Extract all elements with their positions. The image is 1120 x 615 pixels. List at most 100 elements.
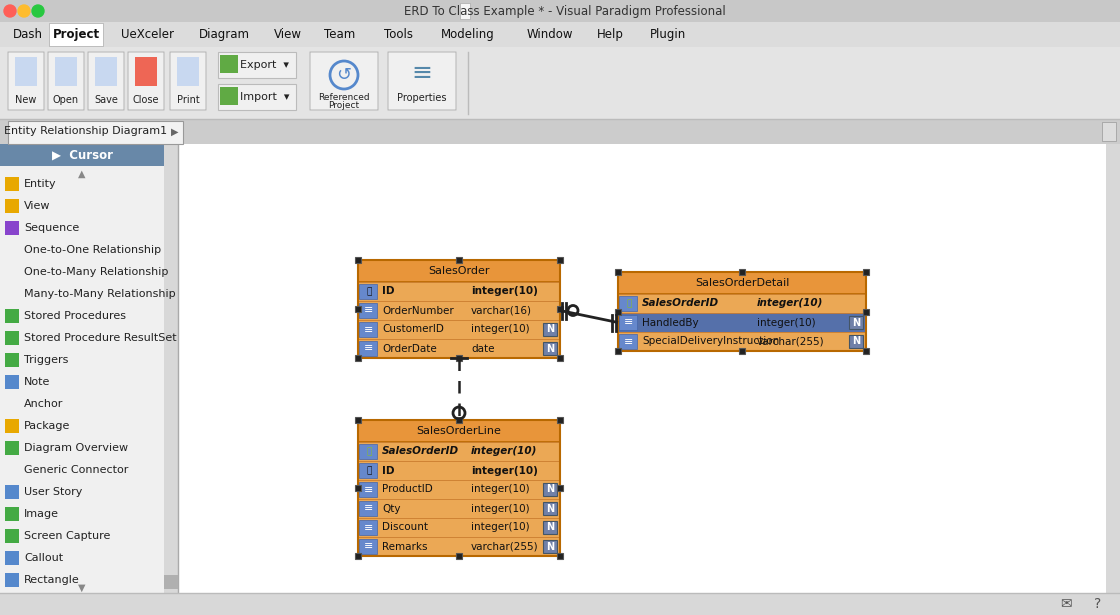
Text: User Story: User Story [24,487,83,497]
Text: varchar(16): varchar(16) [472,306,532,315]
Text: CustomerID: CustomerID [382,325,444,335]
FancyBboxPatch shape [0,22,1120,47]
Text: Print: Print [177,95,199,105]
FancyBboxPatch shape [170,52,206,110]
FancyBboxPatch shape [864,309,869,314]
Text: 🗝: 🗝 [626,299,632,308]
Text: N: N [545,485,554,494]
FancyBboxPatch shape [88,52,124,110]
FancyBboxPatch shape [360,322,377,337]
FancyBboxPatch shape [220,87,237,105]
Text: Stored Procedures: Stored Procedures [24,311,125,321]
FancyBboxPatch shape [739,269,745,275]
Text: Team: Team [325,28,356,41]
FancyBboxPatch shape [136,57,157,85]
FancyBboxPatch shape [456,257,461,263]
FancyBboxPatch shape [1102,122,1116,141]
FancyBboxPatch shape [618,332,866,351]
FancyBboxPatch shape [739,348,745,354]
Text: Tools: Tools [383,28,412,41]
FancyBboxPatch shape [218,52,296,78]
Text: Entity: Entity [24,179,57,189]
FancyBboxPatch shape [358,461,560,480]
Text: ID: ID [382,466,394,475]
FancyBboxPatch shape [355,417,361,423]
Text: integer(10): integer(10) [472,504,530,514]
Text: ✉: ✉ [1061,597,1072,611]
FancyBboxPatch shape [557,257,563,263]
FancyBboxPatch shape [4,551,19,565]
FancyBboxPatch shape [849,335,864,348]
Text: Stored Procedure ResultSet: Stored Procedure ResultSet [24,333,177,343]
Text: Properties: Properties [398,93,447,103]
Text: UeXceler: UeXceler [121,28,175,41]
Text: OrderDate: OrderDate [382,344,437,354]
FancyBboxPatch shape [4,419,19,433]
Text: integer(10): integer(10) [472,446,538,456]
Circle shape [4,5,16,17]
FancyBboxPatch shape [543,540,557,553]
Text: N: N [545,523,554,533]
FancyBboxPatch shape [358,442,560,461]
Text: ?: ? [1094,597,1102,611]
Text: Diagram: Diagram [198,28,250,41]
Text: View: View [274,28,302,41]
FancyBboxPatch shape [618,272,866,294]
Text: integer(10): integer(10) [472,466,538,475]
Text: ≡: ≡ [364,504,374,514]
FancyBboxPatch shape [849,316,864,329]
FancyBboxPatch shape [619,296,637,311]
FancyBboxPatch shape [543,502,557,515]
FancyBboxPatch shape [460,3,470,19]
Text: Referenced: Referenced [318,93,370,103]
FancyBboxPatch shape [557,355,563,361]
Text: Screen Capture: Screen Capture [24,531,111,541]
FancyBboxPatch shape [4,331,19,345]
FancyBboxPatch shape [355,485,361,491]
Text: ProductID: ProductID [382,485,432,494]
Circle shape [32,5,44,17]
Text: integer(10): integer(10) [757,298,823,309]
FancyBboxPatch shape [55,57,77,85]
FancyBboxPatch shape [0,144,164,166]
FancyBboxPatch shape [358,420,560,442]
Text: Save: Save [94,95,118,105]
FancyBboxPatch shape [0,0,1120,22]
Text: Close: Close [133,95,159,105]
Text: ≡: ≡ [411,61,432,85]
Text: SalesOrderLine: SalesOrderLine [417,426,502,436]
Text: ▶: ▶ [171,127,179,137]
Text: Entity Relationship Diagram1: Entity Relationship Diagram1 [4,127,167,137]
Text: integer(10): integer(10) [472,287,538,296]
FancyBboxPatch shape [456,553,461,559]
Text: ▲: ▲ [78,169,86,179]
Text: Generic Connector: Generic Connector [24,465,129,475]
Text: OrderNumber: OrderNumber [382,306,454,315]
Text: date: date [472,344,495,354]
FancyBboxPatch shape [49,23,103,46]
FancyBboxPatch shape [543,521,557,534]
FancyBboxPatch shape [618,294,866,313]
FancyBboxPatch shape [557,417,563,423]
FancyBboxPatch shape [864,348,869,354]
FancyBboxPatch shape [360,444,377,459]
FancyBboxPatch shape [615,348,620,354]
FancyBboxPatch shape [360,539,377,554]
FancyBboxPatch shape [615,309,620,314]
FancyBboxPatch shape [355,553,361,559]
Text: Import  ▾: Import ▾ [241,92,290,102]
Text: ≡: ≡ [364,325,374,335]
FancyBboxPatch shape [619,315,637,330]
Text: Discount: Discount [382,523,428,533]
Text: ≡: ≡ [364,541,374,552]
Text: SpecialDeliveryInstruction: SpecialDeliveryInstruction [642,336,780,346]
Text: Help: Help [597,28,624,41]
Text: Callout: Callout [24,553,63,563]
FancyBboxPatch shape [358,499,560,518]
Text: View: View [24,201,50,211]
Text: Dash: Dash [13,28,43,41]
FancyBboxPatch shape [358,301,560,320]
Text: Project: Project [53,28,100,41]
Text: One-to-One Relationship: One-to-One Relationship [24,245,161,255]
Text: Anchor: Anchor [24,399,64,409]
